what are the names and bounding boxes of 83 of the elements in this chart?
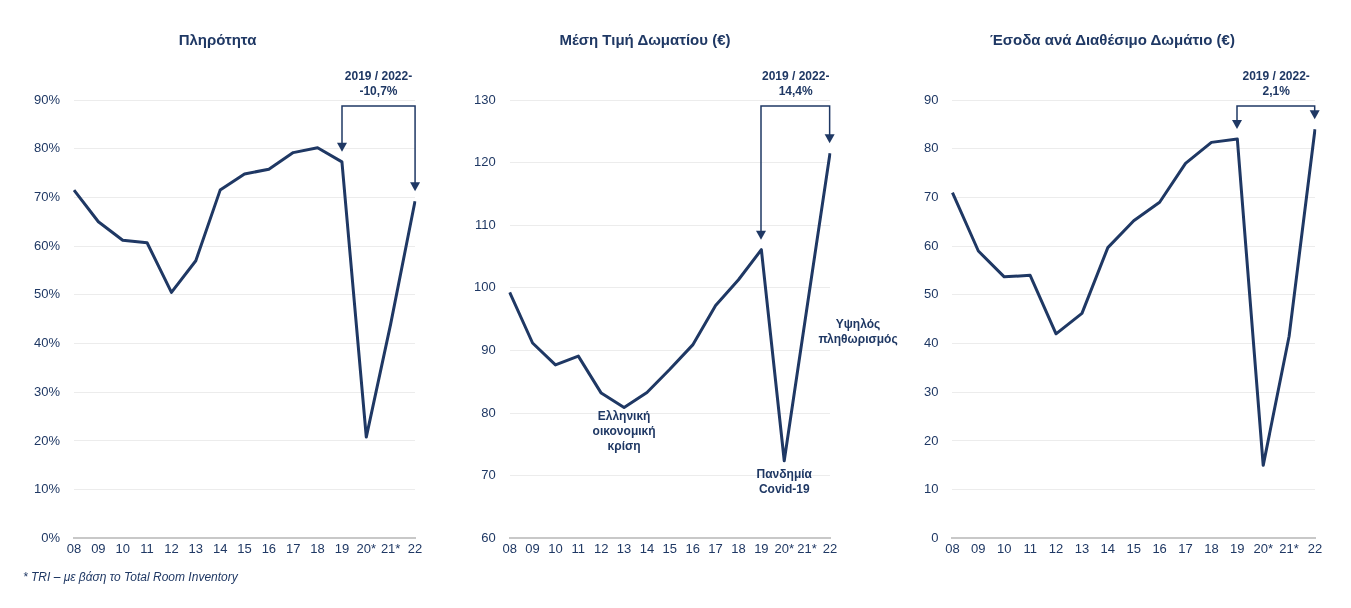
x-tick-label: 11 [571,540,586,556]
y-tick-label: 130 [473,91,496,107]
annotation: Υψηλός πληθωρισμός [818,316,898,346]
x-tick-label: 13 [1074,540,1090,556]
text: 2019 / 2022- -10,7% [344,69,413,99]
y-tick-label: 80 [923,140,939,156]
y-tick-label: 60% [33,237,61,253]
x-tick-label: 11 [140,540,154,556]
y-tick-label: 50% [33,286,61,302]
y-tick-label: 10 [923,481,939,497]
x-tick-label: 22 [822,540,838,556]
y-tick-label: 70 [481,467,496,483]
x-tick-label: 14 [639,540,655,556]
y-tick-label: 100 [473,279,496,295]
x-tick-label: 16 [685,540,700,556]
x-tick-label: 09 [525,540,540,556]
y-tick-label: 60 [923,237,939,253]
x-tick-label: 09 [971,540,986,556]
text: * TRI – με βάση το Total Room Inventory [23,570,238,584]
y-tick-label: 0% [41,529,61,545]
x-tick-label: 08 [945,540,960,556]
y-tick-label: 50 [923,286,939,302]
x-tick-label: 10 [548,540,563,556]
annotation: Πανδημία Covid-19 [756,466,813,496]
y-tick-label: 80 [481,404,496,420]
x-tick-label: 15 [237,540,252,556]
x-tick-label: 18 [1204,540,1219,556]
y-tick-label: 120 [473,154,496,170]
chart-title: Μέση Τιμή Δωματίου (€) [559,31,731,49]
y-tick-label: 10% [33,481,61,497]
x-tick-label: 22 [1307,540,1323,556]
x-tick-label: 13 [616,540,632,556]
y-tick-label: 60 [481,529,496,545]
chart-title: Έσοδα ανά Διαθέσιμο Δωμάτιο (€) [990,31,1235,49]
x-tick-label: 10 [115,540,130,556]
annotation: Ελληνική οικονομική κρίση [592,409,656,454]
x-tick-label: 17 [708,540,723,556]
x-tick-label: 21* [380,540,401,556]
y-tick-label: 40% [33,335,61,351]
y-tick-label: 20% [33,432,61,448]
x-tick-label: 18 [310,540,325,556]
y-tick-label: 90% [33,91,61,107]
x-tick-label: 16 [261,540,277,556]
x-tick-label: 17 [1178,540,1193,556]
x-tick-label: 09 [91,540,106,556]
x-tick-label: 15 [1126,540,1141,556]
text: 2019 / 2022- 14,4% [761,69,830,99]
y-tick-label: 110 [474,216,496,232]
x-tick-label: 10 [997,540,1012,556]
x-tick-label: 12 [1048,540,1064,556]
y-tick-label: 90 [481,342,496,358]
y-tick-label: 80% [33,140,61,156]
x-tick-label: 15 [662,540,678,556]
x-tick-label: 12 [164,540,179,556]
x-tick-label: 14 [212,540,228,556]
x-tick-label: 19 [334,540,350,556]
x-tick-label: 19 [1230,540,1245,556]
x-tick-label: 16 [1152,540,1167,556]
x-tick-label: 20* [356,540,377,556]
y-tick-label: 40 [923,335,939,351]
x-tick-label: 18 [731,540,746,556]
chart-title: Πληρότητα [178,31,258,49]
x-tick-label: 17 [285,540,301,556]
y-tick-label: 0 [931,529,939,545]
y-tick-label: 20 [923,432,939,448]
y-tick-label: 90 [923,91,939,107]
x-tick-label: 22 [407,540,423,556]
y-tick-label: 30 [923,383,939,399]
y-tick-label: 70 [923,189,939,204]
text: 2019 / 2022- 2,1% [1242,69,1310,99]
x-tick-label: 20* [1253,540,1273,556]
x-tick-label: 13 [188,540,204,556]
x-tick-label: 21* [1279,540,1299,556]
x-tick-label: 20* [774,540,795,556]
x-tick-label: 08 [502,540,517,556]
y-tick-label: 70% [33,189,61,204]
y-tick-label: 30% [33,383,61,399]
x-tick-label: 14 [1100,540,1116,556]
x-tick-label: 11 [1023,540,1037,556]
x-tick-label: 19 [754,540,769,556]
x-tick-label: 21* [797,540,817,556]
x-tick-label: 12 [593,540,609,556]
x-tick-label: 08 [66,540,82,556]
